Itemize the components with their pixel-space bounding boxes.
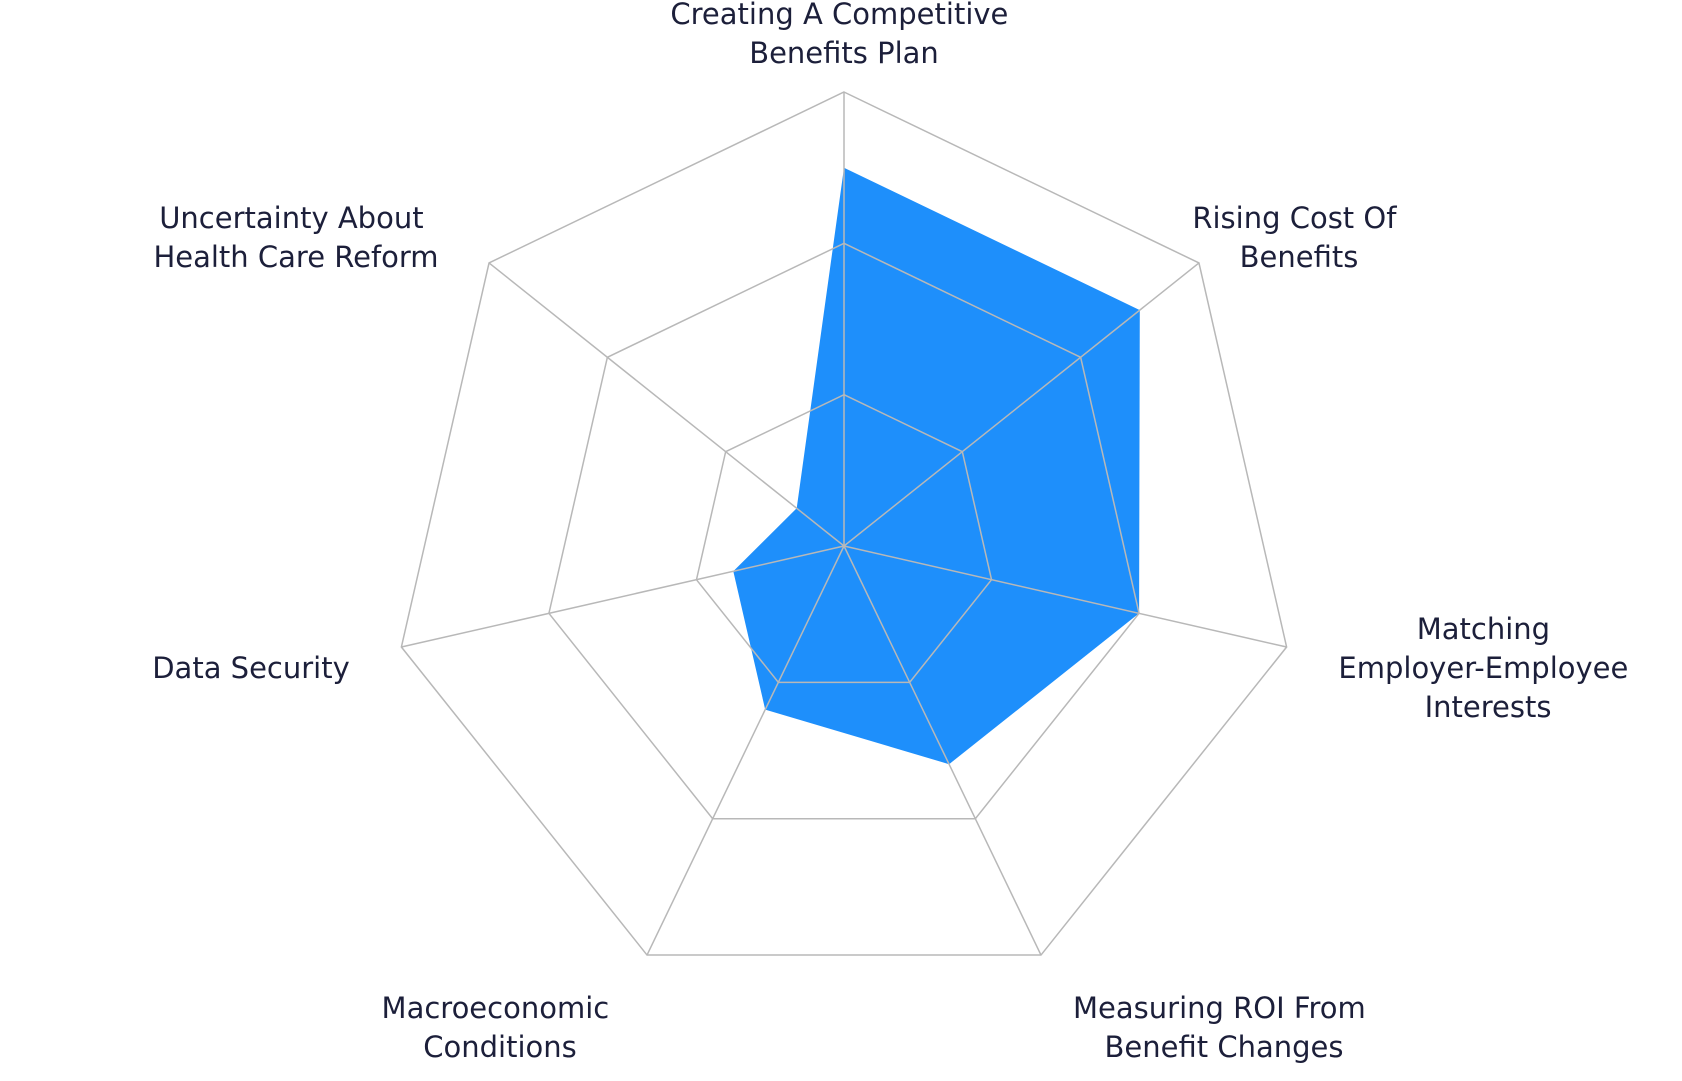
grid-spoke [488,262,845,547]
axis-label: Matching Employer-Employee Interests [1338,612,1637,724]
axis-label-line: Uncertainty About [159,201,433,235]
axis-label: Macroeconomic Conditions [382,991,619,1064]
axis-label-line: Benefits Plan [749,36,939,70]
axis-label-line: Employer-Employee [1338,651,1637,685]
axis-label-line: Data Security [152,651,350,685]
axis-label-line: Macroeconomic [382,991,619,1025]
axis-label-line: Matching [1417,612,1560,646]
grid-spoke [646,545,845,956]
grid-spoke [843,545,1287,648]
axis-label-line: Creating A Competitive [670,0,1017,31]
axis-label-line: Interests [1425,690,1552,724]
axis-label: Data Security [152,651,350,685]
axis-label: Measuring ROI From Benefit Changes [1073,991,1375,1064]
axis-label-line: Health Care Reform [153,240,438,274]
axis-label-line: Conditions [423,1030,577,1064]
axis-label-line: Benefit Changes [1105,1030,1344,1064]
data-area [733,167,1140,765]
axis-label-line: Benefits [1240,240,1359,274]
axis-label: Rising Cost Of Benefits [1192,201,1405,274]
grid-ring [695,393,993,684]
grid-spoke [401,545,845,648]
grid-spoke [843,262,1200,547]
grid-ring [548,242,1140,820]
axis-label: Creating A Competitive Benefits Plan [670,0,1017,70]
grid-ring [400,91,1288,956]
grid-spoke [843,545,1042,956]
axis-label-line: Rising Cost Of [1192,201,1405,235]
axis-label: Uncertainty About Health Care Reform [153,201,438,274]
axis-label-line: Measuring ROI From [1073,991,1375,1025]
